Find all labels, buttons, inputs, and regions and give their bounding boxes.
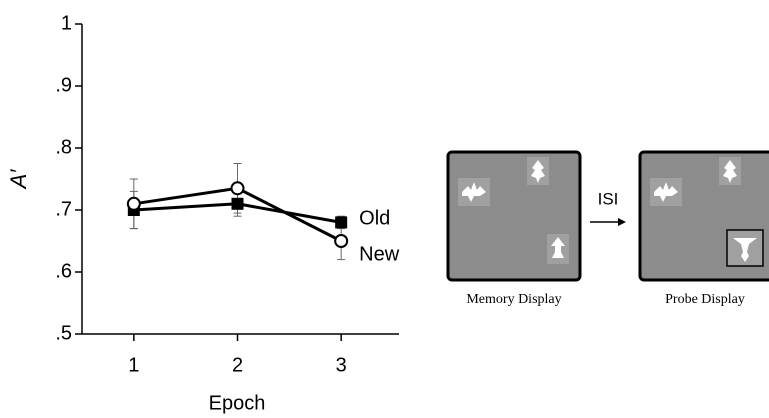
y-tick-label: .9 [55, 74, 72, 96]
series-label: Old [359, 208, 390, 230]
y-tick-label: .7 [55, 198, 72, 220]
marker [232, 182, 244, 194]
x-tick-label: 1 [128, 354, 139, 376]
y-tick-label: 1 [61, 12, 72, 34]
x-axis-label: Epoch [209, 392, 266, 414]
x-tick-label: 3 [336, 354, 347, 376]
y-tick-label: .6 [55, 260, 72, 282]
marker [232, 198, 244, 210]
diagram: ISI Memory Display Probe Display [448, 152, 769, 307]
x-tick-label: 2 [232, 354, 243, 376]
panel-label: Probe Display [665, 292, 745, 307]
y-axis-label: A′ [6, 169, 31, 191]
isi-label: ISI [598, 189, 619, 208]
series-label: New [359, 243, 400, 265]
y-tick-label: .8 [55, 136, 72, 158]
arrowhead [618, 218, 626, 226]
page: {"chart_data": {"type": "line", "x_label… [0, 0, 769, 418]
y-tick-label: .5 [55, 322, 72, 344]
marker [128, 198, 140, 210]
marker [335, 235, 347, 247]
marker [335, 216, 347, 228]
figure: ISI Memory Display Probe Display A′ Epoc… [0, 0, 769, 418]
panel-label: Memory Display [466, 292, 561, 307]
